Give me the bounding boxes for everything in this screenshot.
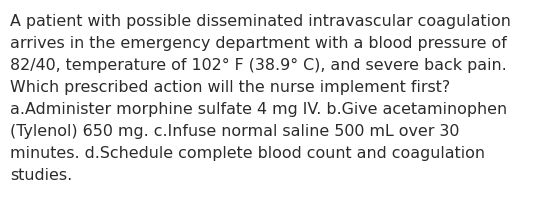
Text: 82/40, temperature of 102° F (38.9° C), and severe back pain.: 82/40, temperature of 102° F (38.9° C), … (10, 58, 507, 73)
Text: (Tylenol) 650 mg. c.Infuse normal saline 500 mL over 30: (Tylenol) 650 mg. c.Infuse normal saline… (10, 124, 459, 139)
Text: Which prescribed action will the nurse implement first?: Which prescribed action will the nurse i… (10, 80, 450, 95)
Text: arrives in the emergency department with a blood pressure of: arrives in the emergency department with… (10, 36, 507, 51)
Text: minutes. d.Schedule complete blood count and coagulation: minutes. d.Schedule complete blood count… (10, 146, 485, 161)
Text: A patient with possible disseminated intravascular coagulation: A patient with possible disseminated int… (10, 14, 511, 29)
Text: studies.: studies. (10, 168, 72, 183)
Text: a.Administer morphine sulfate 4 mg IV. b.Give acetaminophen: a.Administer morphine sulfate 4 mg IV. b… (10, 102, 507, 117)
